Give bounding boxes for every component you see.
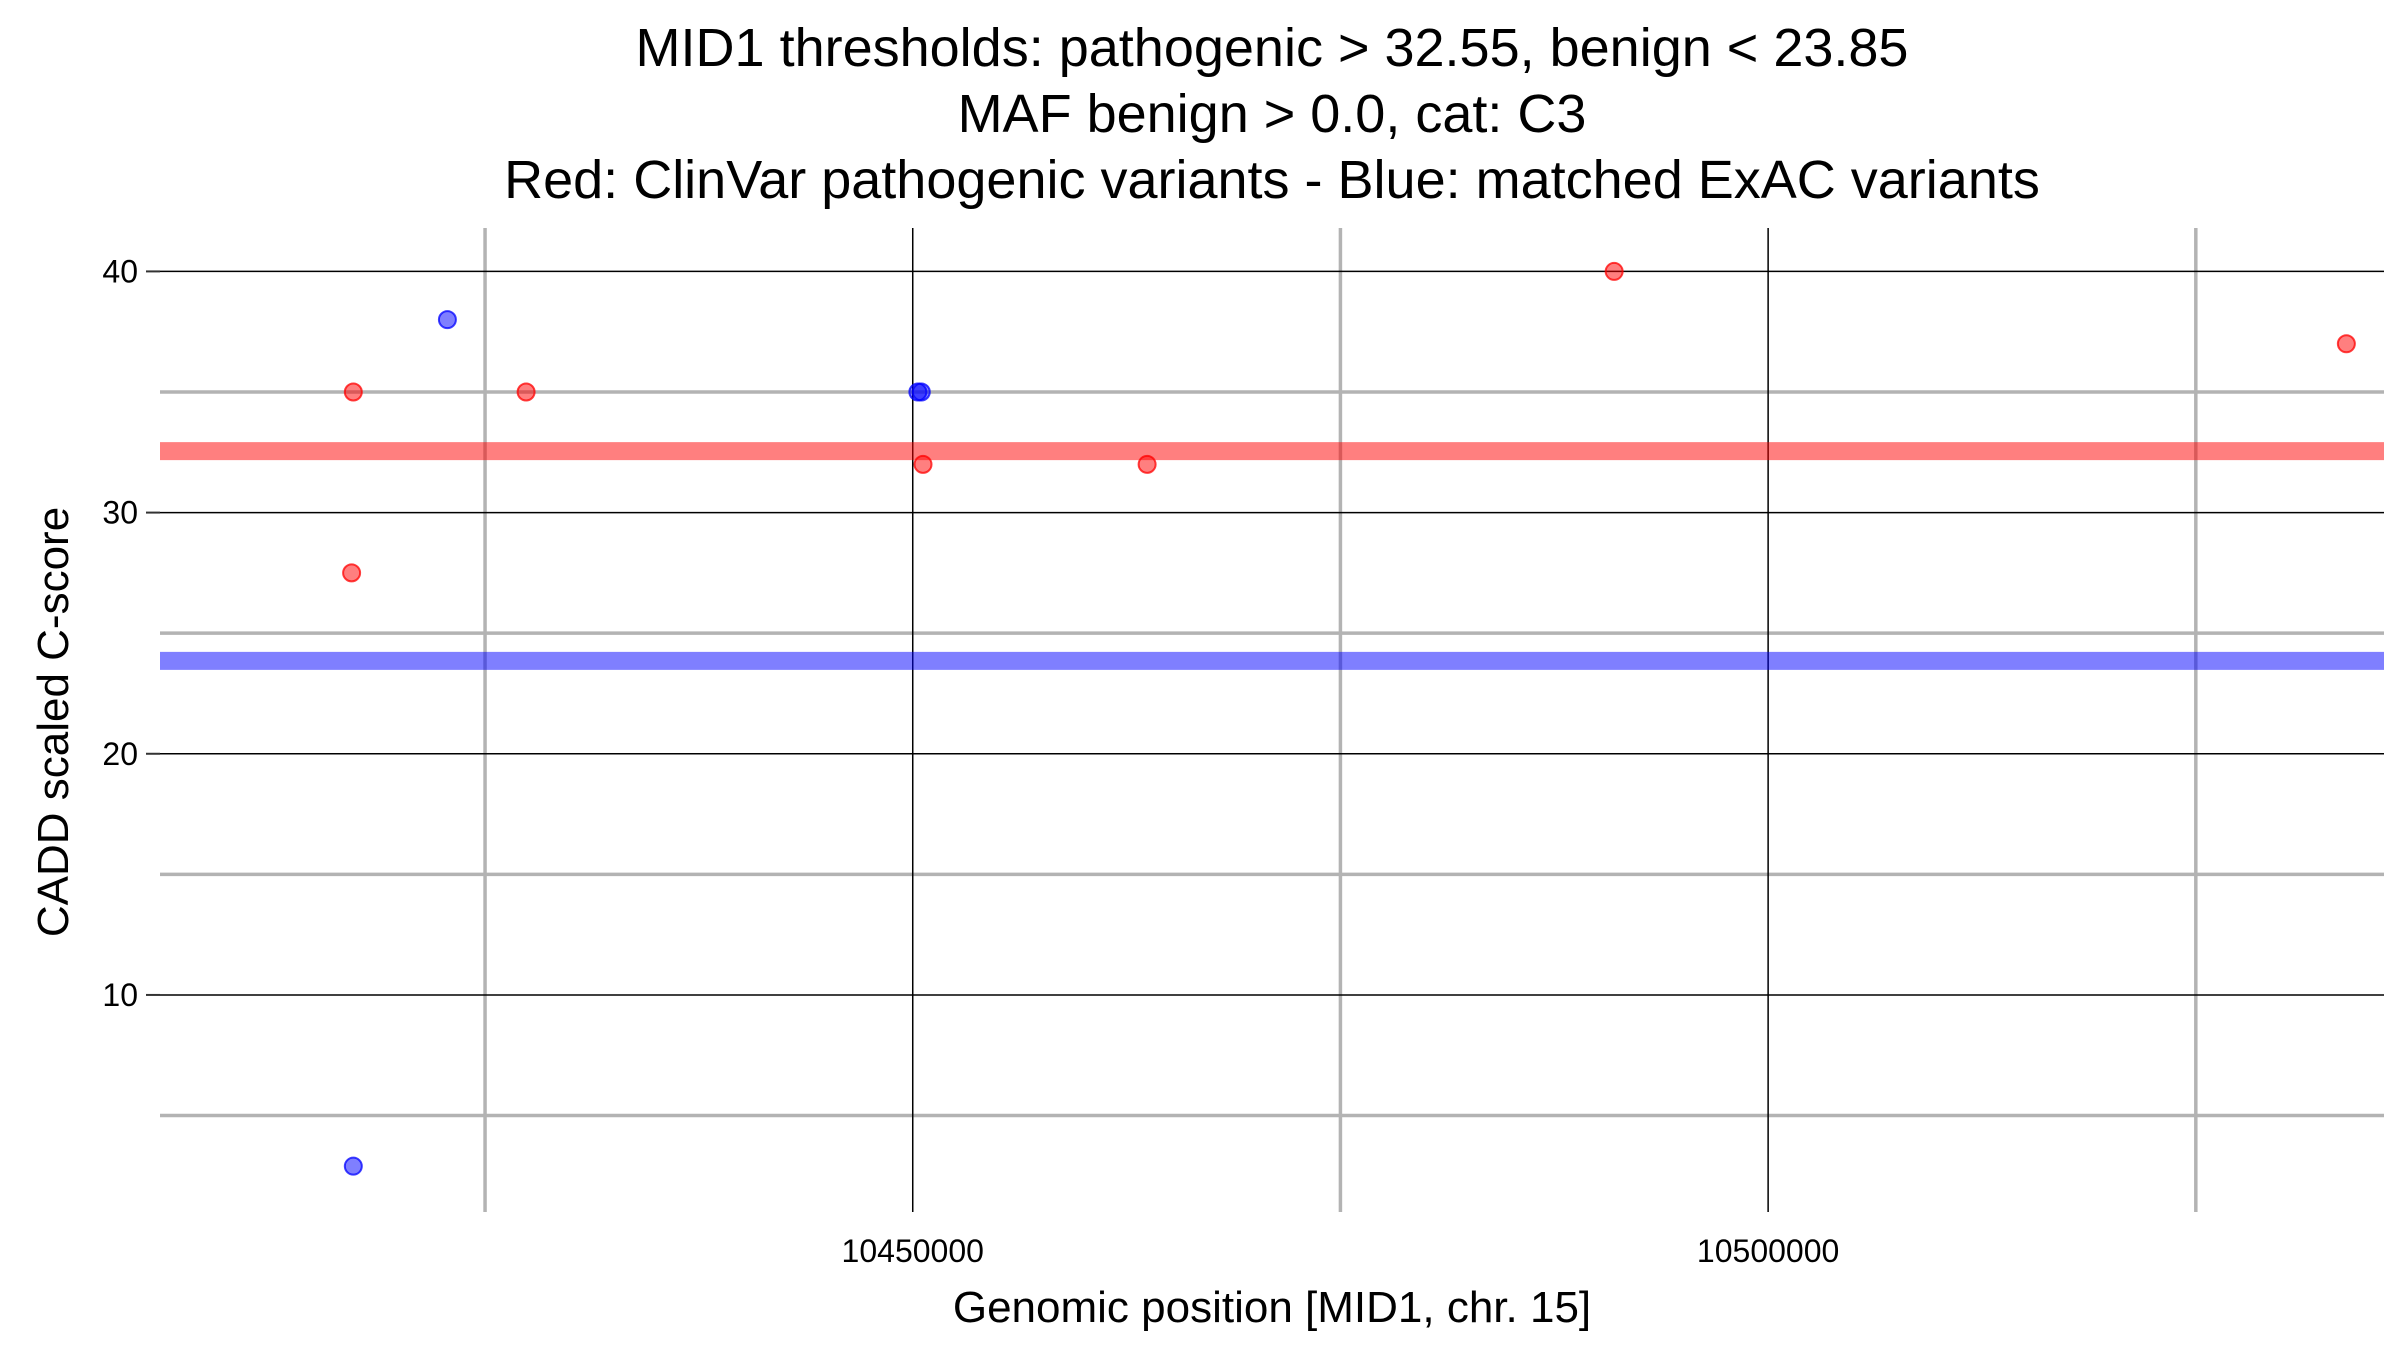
clinvar-point xyxy=(1604,261,1624,281)
chart-title: MID1 thresholds: pathogenic > 32.55, ben… xyxy=(504,18,2040,210)
exac-point xyxy=(437,310,457,330)
clinvar-point xyxy=(913,454,933,474)
x-tick-label: 10450000 xyxy=(842,1233,984,1269)
x-axis-title: Genomic position [MID1, chr. 15] xyxy=(953,1283,1591,1332)
exac-point xyxy=(343,1156,363,1176)
y-tick-label: 10 xyxy=(102,977,138,1013)
y-axis-title: CADD scaled C-score xyxy=(29,507,78,937)
y-tick-label: 30 xyxy=(102,495,138,531)
clinvar-point xyxy=(1137,454,1157,474)
clinvar-point xyxy=(516,382,536,402)
exac-point xyxy=(911,382,931,402)
title-line-2: MAF benign > 0.0, cat: C3 xyxy=(958,84,1587,144)
clinvar-point xyxy=(343,382,363,402)
grid xyxy=(160,228,2384,1212)
clinvar-point xyxy=(342,563,362,583)
clinvar-point xyxy=(2336,334,2356,354)
x-tick-label: 10500000 xyxy=(1697,1233,1839,1269)
y-tick-label: 40 xyxy=(102,253,138,289)
data-points xyxy=(342,261,2356,1176)
title-line-3: Red: ClinVar pathogenic variants - Blue:… xyxy=(504,150,2040,210)
threshold-lines xyxy=(160,442,2384,670)
y-tick-label: 20 xyxy=(102,736,138,772)
title-line-1: MID1 thresholds: pathogenic > 32.55, ben… xyxy=(636,18,1909,78)
axis-ticks: 10 20 30 40 10450000 10500000 xyxy=(102,253,1839,1269)
